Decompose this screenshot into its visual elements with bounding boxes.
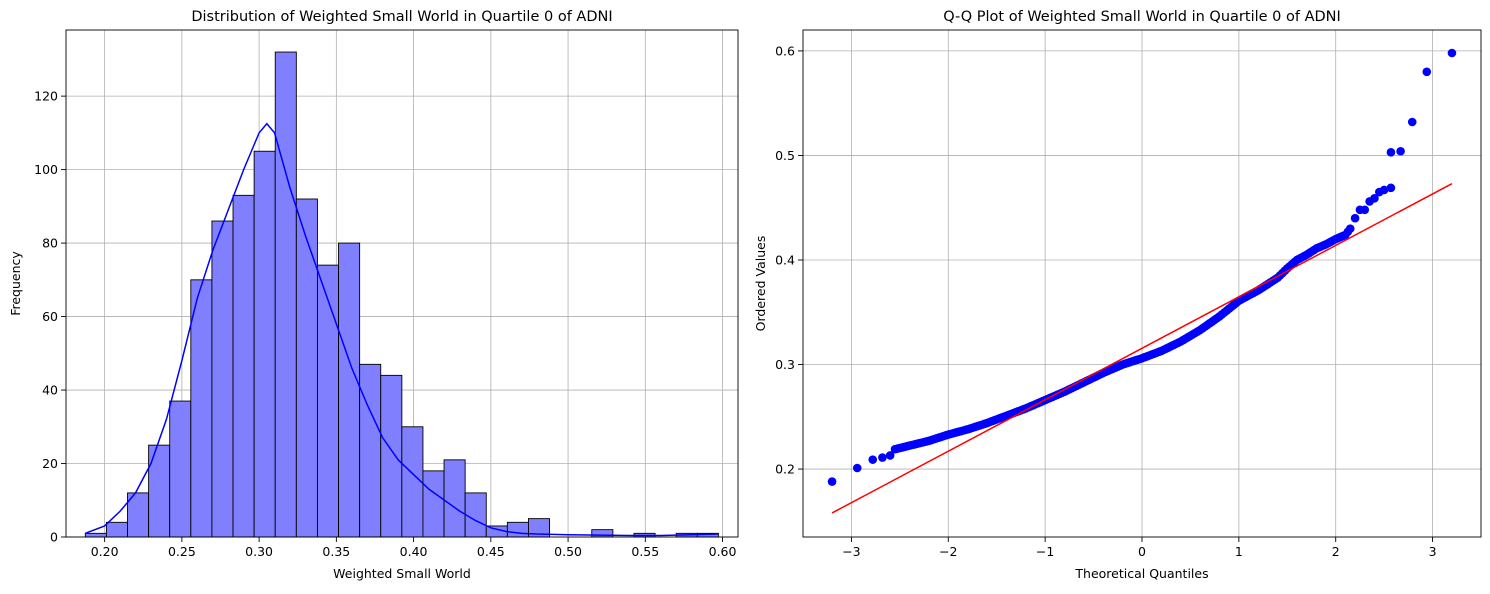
histogram-y-tick-label: 100	[34, 162, 58, 177]
qq-grid	[803, 30, 1481, 537]
qq-x-tick-label: 1	[1235, 544, 1243, 559]
histogram-bar	[105, 521, 128, 538]
qq-plot-panel: −3 −2 −1 0 1 2 3 0.2 0.3 0.4 0.5 0.6 Q-Q Plot of W…	[753, 9, 1482, 581]
histogram-bar	[169, 400, 192, 538]
histogram-bars	[84, 51, 719, 538]
histogram-y-tick-label: 60	[42, 309, 58, 324]
histogram-bar	[464, 492, 487, 538]
histogram-x-tick-label: 0.25	[168, 544, 196, 559]
qq-y-tick-label: 0.5	[775, 148, 795, 163]
histogram-bar	[148, 444, 171, 538]
histogram-x-axis-label: Weighted Small World	[333, 566, 471, 581]
qq-point	[1370, 194, 1379, 203]
histogram-x-tick-label: 0.55	[631, 544, 659, 559]
qq-y-axis-label: Ordered Values	[753, 236, 768, 332]
histogram-bar	[295, 198, 318, 538]
histogram-bar	[401, 426, 424, 538]
qq-point	[852, 463, 862, 473]
histogram-bar	[359, 363, 382, 538]
histogram-bar	[190, 279, 213, 538]
histogram-y-axis-label: Frequency	[8, 251, 23, 316]
qq-x-tick-label: 3	[1429, 544, 1437, 559]
qq-x-tick-label: −3	[842, 544, 860, 559]
histogram-x-tick-label: 0.45	[477, 544, 505, 559]
qq-point	[1407, 117, 1417, 127]
histogram-x-tick-label: 0.50	[554, 544, 582, 559]
histogram-bar	[84, 532, 107, 538]
histogram-y-ticks: 0 20 40 60 80 100 120	[34, 89, 66, 545]
histogram-x-tick-label: 0.60	[709, 544, 737, 559]
histogram-x-ticks: 0.20 0.25 0.30 0.35 0.40 0.45 0.50 0.55 0.60	[91, 537, 737, 559]
qq-x-axis-label: Theoretical Quantiles	[1074, 566, 1208, 581]
qq-title: Q-Q Plot of Weighted Small World in Quar…	[943, 9, 1341, 25]
histogram-bar	[316, 264, 339, 538]
qq-point	[1360, 205, 1370, 215]
qq-y-tick-label: 0.4	[775, 252, 795, 267]
qq-x-tick-label: −1	[1036, 544, 1054, 559]
histogram-axes-frame	[65, 29, 739, 538]
histogram-y-tick-label: 120	[34, 89, 58, 104]
histogram-y-tick-label: 80	[42, 236, 58, 251]
histogram-bar	[274, 51, 297, 538]
histogram-bar	[443, 459, 466, 538]
qq-point	[868, 455, 878, 464]
qq-point	[878, 453, 887, 462]
qq-point	[1422, 67, 1432, 77]
histogram-y-tick-label: 0	[50, 530, 58, 545]
qq-y-ticks: 0.2 0.3 0.4 0.5 0.6	[775, 43, 803, 477]
qq-y-tick-label: 0.3	[775, 357, 795, 372]
qq-point	[1396, 146, 1405, 156]
qq-point	[1379, 185, 1389, 195]
qq-point	[1447, 48, 1457, 58]
qq-point	[1350, 213, 1360, 223]
histogram-x-tick-label: 0.40	[400, 544, 428, 559]
histogram-bar	[253, 150, 276, 538]
histogram-bar	[506, 521, 529, 538]
histogram-bar	[338, 242, 361, 538]
qq-point	[885, 451, 895, 460]
qq-point	[1345, 224, 1355, 233]
histogram-x-tick-label: 0.20	[91, 544, 119, 559]
histogram-bar	[422, 470, 445, 538]
histogram-title: Distribution of Weighted Small World in …	[191, 9, 612, 25]
histogram-panel: 0.20 0.25 0.30 0.35 0.40 0.45 0.50 0.55 0.60 0 20…	[8, 9, 739, 581]
qq-y-tick-label: 0.2	[775, 462, 795, 477]
qq-x-tick-label: −2	[939, 544, 957, 559]
qq-points	[827, 48, 1457, 486]
qq-x-tick-label: 0	[1138, 544, 1146, 559]
kde-curve	[85, 122, 718, 537]
histogram-bar	[211, 220, 234, 538]
qq-point	[1386, 183, 1396, 193]
qq-point	[827, 477, 837, 486]
histogram-x-tick-label: 0.30	[245, 544, 273, 559]
qq-x-ticks: −3 −2 −1 0 1 2 3	[842, 537, 1437, 559]
qq-x-tick-label: 2	[1332, 544, 1340, 559]
histogram-y-tick-label: 40	[42, 383, 58, 398]
histogram-y-tick-label: 20	[42, 456, 58, 471]
qq-point	[1386, 148, 1396, 157]
qq-reference-line	[831, 183, 1453, 514]
histogram-bar	[380, 374, 403, 538]
qq-y-tick-label: 0.6	[775, 43, 795, 58]
histogram-x-tick-label: 0.35	[322, 544, 350, 559]
histogram-bar	[232, 194, 255, 538]
